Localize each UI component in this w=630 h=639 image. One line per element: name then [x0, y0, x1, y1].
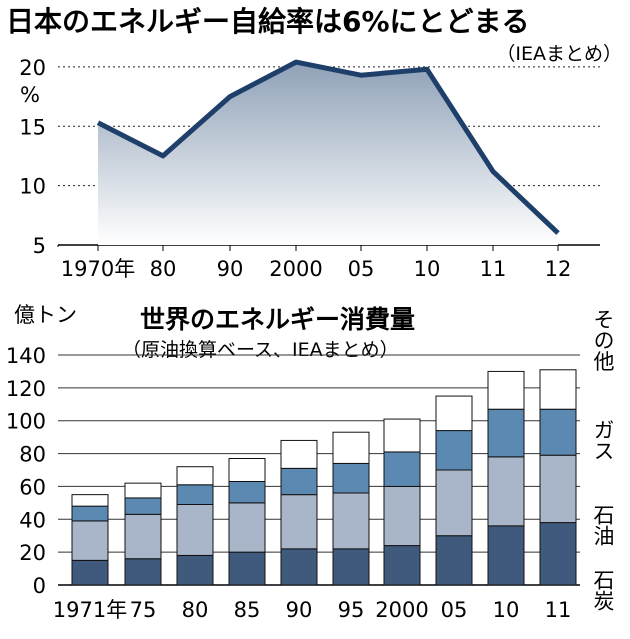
- chart2-bar-segment: [487, 370, 525, 410]
- chart2-bar-segment: [176, 484, 214, 505]
- chart2-x-tick-label: 11: [545, 598, 572, 622]
- chart2-bar-segment: [435, 535, 473, 586]
- chart2-bar-segment: [228, 502, 266, 553]
- chart2-bar-segment: [71, 494, 109, 507]
- chart1-x-ticks: 1970年 80 90 2000 05 10 11 12: [61, 245, 572, 281]
- chart2-legend-label: 石炭: [591, 569, 615, 611]
- chart2-bar-segment: [176, 466, 214, 486]
- chart2-y-ticks: 0 20 40 60 80 100 120 140: [6, 344, 46, 598]
- chart2-x-tick-label: 1971年: [53, 598, 127, 622]
- chart2-bar-segment: [383, 545, 421, 586]
- chart2-bar-segment: [280, 494, 318, 550]
- chart2-y-tick-label: 0: [33, 574, 46, 598]
- chart2-bar-segment: [539, 408, 577, 456]
- chart1-x-tick-label: 10: [414, 257, 441, 281]
- chart1-x-tick-label: 1970年: [61, 257, 135, 281]
- chart2-title: 世界のエネルギー消費量: [140, 305, 415, 334]
- chart1-x-tick-label: 12: [545, 257, 572, 281]
- chart2-y-tick-label: 40: [19, 508, 46, 532]
- chart2-bar-segment: [332, 548, 370, 586]
- chart2-bar-segment: [124, 513, 162, 560]
- chart1-source: （IEAまとめ）: [496, 43, 622, 65]
- chart2-bar-segment: [71, 505, 109, 522]
- chart1-title: 日本のエネルギー自給率は6%にとどまる: [6, 5, 530, 38]
- chart2-bar-segment: [124, 482, 162, 499]
- chart2-bar-segment: [124, 497, 162, 515]
- chart2-bar-segment: [228, 481, 266, 504]
- chart1-y-tick-label: 20: [19, 56, 46, 80]
- chart2-bar-segment: [280, 548, 318, 586]
- chart2-y-tick-label: 80: [19, 443, 46, 467]
- chart1-line: [96, 59, 560, 235]
- chart2-bar-segment: [383, 485, 421, 547]
- chart2-y-tick-label: 20: [19, 541, 46, 565]
- chart1-ylabel: %: [20, 83, 40, 107]
- chart1-y-ticks: 5 10 15 20: [19, 56, 46, 258]
- chart2-bar-segment: [71, 520, 109, 561]
- chart1-x-tick-label: 05: [348, 257, 375, 281]
- chart2-bar-segment: [487, 525, 525, 586]
- chart2-bar-segment: [539, 369, 577, 410]
- chart2-bar-segment: [176, 504, 214, 556]
- chart2-x-tick-label: 85: [234, 598, 261, 622]
- chart2-subtitle: （原油換算ベース、IEAまとめ）: [122, 339, 399, 361]
- chart2-bar-segment: [280, 439, 318, 469]
- chart2-x-tick-label: 10: [493, 598, 520, 622]
- chart2-bar-segment: [539, 454, 577, 524]
- chart2-legend-label: 石油: [591, 504, 615, 546]
- chart2-bar-segment: [487, 456, 525, 527]
- chart2-ylabel: 億トン: [14, 303, 77, 327]
- chart2-bar-segment: [435, 469, 473, 537]
- chart1-x-tick-label: 2000: [269, 257, 322, 281]
- chart2-x-tick-label: 80: [182, 598, 209, 622]
- chart2-bars: [71, 369, 577, 586]
- chart2-x-ticks: 1971年 75 80 85 90 95 2000 05 10 11: [53, 598, 572, 622]
- chart2-x-tick-label: 2000: [375, 598, 428, 622]
- chart2-legend-label: その他: [591, 309, 615, 372]
- chart2-bar-segment: [332, 492, 370, 550]
- chart2-bar-segment: [435, 395, 473, 432]
- chart2-bar-segment: [383, 451, 421, 487]
- chart2-bar-segment: [332, 462, 370, 494]
- chart2-bar-segment: [176, 554, 214, 586]
- chart2-bar-segment: [71, 559, 109, 586]
- chart2-bar-segment: [332, 431, 370, 464]
- chart1-x-tick-label: 11: [480, 257, 507, 281]
- chart2-legend-label: ガス: [591, 419, 615, 461]
- chart1-y-tick-label: 15: [19, 115, 46, 139]
- chart1-x-tick-label: 80: [150, 257, 177, 281]
- chart2-bar-segment: [383, 418, 421, 453]
- chart1-area: [98, 62, 558, 245]
- chart1-y-tick-label: 5: [33, 234, 46, 258]
- chart2-x-tick-label: 95: [338, 598, 365, 622]
- chart2-bar-segment: [435, 430, 473, 471]
- chart1-x-tick-label: 90: [217, 257, 244, 281]
- chart2-y-tick-label: 140: [6, 344, 46, 368]
- chart2-x-tick-label: 75: [130, 598, 157, 622]
- chart2-bar-segment: [228, 458, 266, 482]
- chart2-y-tick-label: 60: [19, 475, 46, 499]
- chart2-y-tick-label: 120: [6, 377, 46, 401]
- chart2-bar-segment: [124, 558, 162, 586]
- chart2-bar-segment: [280, 467, 318, 496]
- chart2-x-tick-label: 05: [441, 598, 468, 622]
- chart2-bar-segment: [487, 408, 525, 458]
- chart2-x-tick-label: 90: [286, 598, 313, 622]
- chart2-y-tick-label: 100: [6, 410, 46, 434]
- chart1-y-tick-label: 10: [19, 175, 46, 199]
- chart2-bar-segment: [539, 522, 577, 586]
- chart2-bar-segment: [228, 551, 266, 586]
